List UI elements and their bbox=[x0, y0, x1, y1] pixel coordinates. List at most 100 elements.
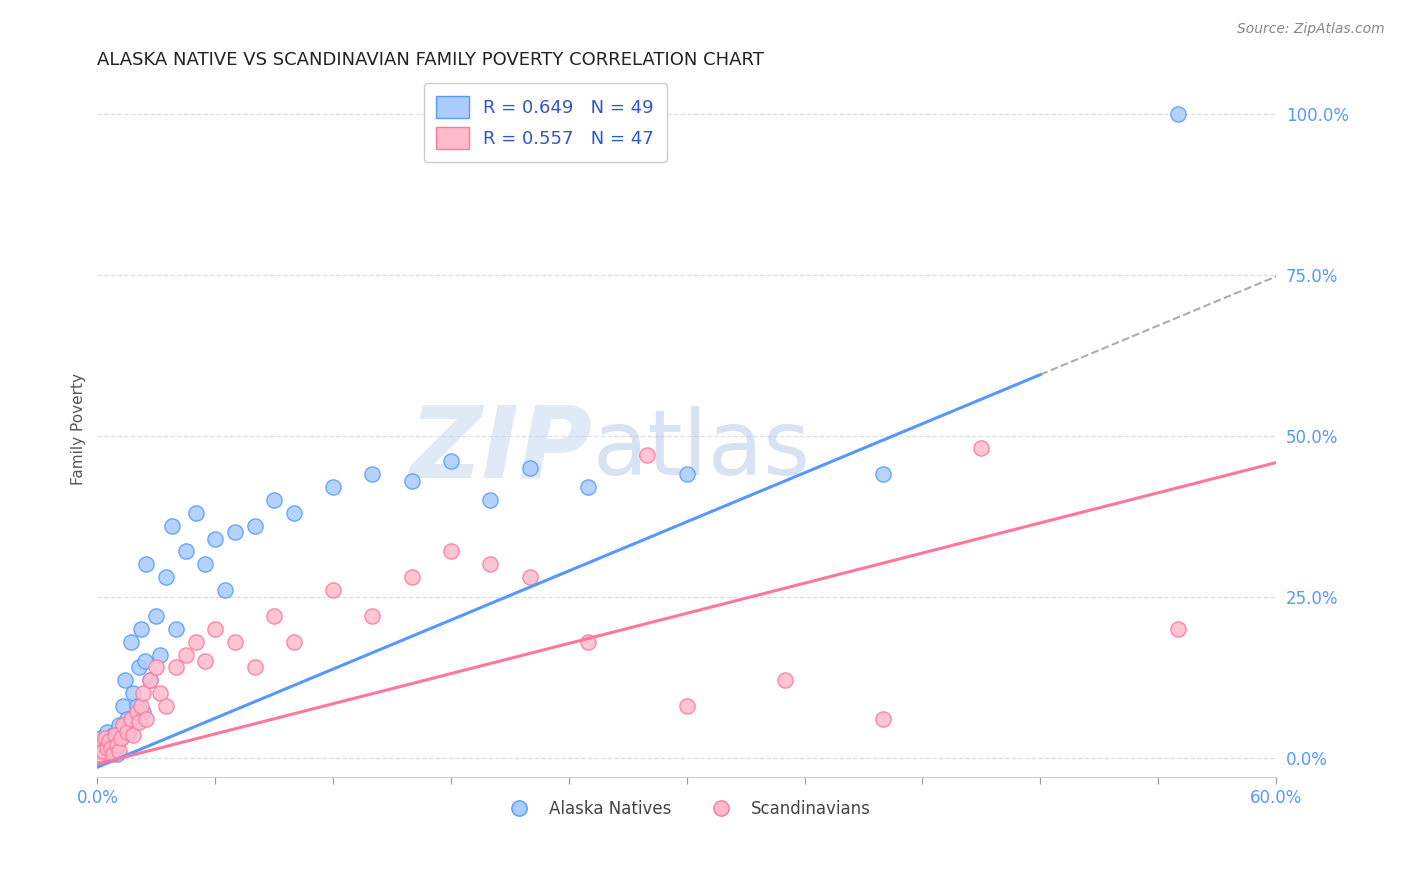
Point bbox=[440, 454, 463, 468]
Point bbox=[89, 747, 111, 762]
Point bbox=[263, 608, 285, 623]
Point bbox=[155, 570, 177, 584]
Point bbox=[111, 699, 134, 714]
Point bbox=[773, 673, 796, 688]
Point bbox=[121, 686, 143, 700]
Point bbox=[174, 544, 197, 558]
Point bbox=[90, 738, 112, 752]
Point bbox=[872, 712, 894, 726]
Point bbox=[111, 718, 134, 732]
Point bbox=[361, 608, 384, 623]
Point bbox=[91, 738, 114, 752]
Point bbox=[322, 583, 344, 598]
Legend: Alaska Natives, Scandinavians: Alaska Natives, Scandinavians bbox=[495, 793, 877, 824]
Point bbox=[118, 724, 141, 739]
Point bbox=[479, 558, 502, 572]
Text: ZIP: ZIP bbox=[409, 401, 592, 499]
Point bbox=[101, 728, 124, 742]
Y-axis label: Family Poverty: Family Poverty bbox=[72, 373, 86, 485]
Point bbox=[131, 686, 153, 700]
Text: ALASKA NATIVE VS SCANDINAVIAN FAMILY POVERTY CORRELATION CHART: ALASKA NATIVE VS SCANDINAVIAN FAMILY POV… bbox=[97, 51, 765, 69]
Point bbox=[110, 731, 132, 746]
Point bbox=[283, 506, 305, 520]
Point bbox=[94, 731, 117, 746]
Point bbox=[440, 544, 463, 558]
Point bbox=[115, 712, 138, 726]
Point bbox=[125, 699, 148, 714]
Point bbox=[155, 699, 177, 714]
Point bbox=[128, 715, 150, 730]
Point bbox=[401, 570, 423, 584]
Point bbox=[101, 747, 124, 762]
Point bbox=[361, 467, 384, 482]
Point bbox=[214, 583, 236, 598]
Point bbox=[110, 731, 132, 746]
Point bbox=[100, 744, 122, 758]
Point bbox=[519, 570, 541, 584]
Point bbox=[96, 724, 118, 739]
Point bbox=[872, 467, 894, 482]
Point bbox=[115, 724, 138, 739]
Point bbox=[121, 728, 143, 742]
Point bbox=[160, 518, 183, 533]
Point bbox=[519, 460, 541, 475]
Point bbox=[104, 728, 127, 742]
Point bbox=[108, 744, 131, 758]
Point bbox=[94, 740, 117, 755]
Point bbox=[970, 442, 993, 456]
Point bbox=[135, 558, 157, 572]
Point bbox=[174, 648, 197, 662]
Point bbox=[194, 654, 217, 668]
Point bbox=[149, 686, 172, 700]
Point bbox=[479, 492, 502, 507]
Text: Source: ZipAtlas.com: Source: ZipAtlas.com bbox=[1237, 22, 1385, 37]
Point bbox=[675, 699, 697, 714]
Point bbox=[224, 525, 246, 540]
Point bbox=[145, 608, 167, 623]
Point bbox=[165, 660, 187, 674]
Point bbox=[194, 558, 217, 572]
Point bbox=[145, 660, 167, 674]
Point bbox=[100, 740, 122, 755]
Point bbox=[89, 744, 111, 758]
Point bbox=[125, 706, 148, 720]
Point bbox=[184, 506, 207, 520]
Point bbox=[108, 718, 131, 732]
Point bbox=[243, 660, 266, 674]
Point bbox=[98, 734, 121, 748]
Point bbox=[134, 654, 156, 668]
Point bbox=[401, 474, 423, 488]
Point bbox=[91, 744, 114, 758]
Point bbox=[263, 492, 285, 507]
Point bbox=[114, 673, 136, 688]
Point bbox=[578, 634, 600, 648]
Point bbox=[129, 699, 152, 714]
Point bbox=[283, 634, 305, 648]
Point bbox=[1167, 106, 1189, 120]
Point bbox=[120, 712, 142, 726]
Point bbox=[1167, 622, 1189, 636]
Point bbox=[675, 467, 697, 482]
Point bbox=[105, 738, 128, 752]
Point bbox=[120, 634, 142, 648]
Text: atlas: atlas bbox=[592, 406, 810, 494]
Point bbox=[128, 660, 150, 674]
Point bbox=[131, 706, 153, 720]
Point bbox=[224, 634, 246, 648]
Point bbox=[90, 731, 112, 746]
Point bbox=[204, 622, 226, 636]
Point bbox=[96, 740, 118, 755]
Point bbox=[105, 747, 128, 762]
Point bbox=[165, 622, 187, 636]
Point bbox=[98, 734, 121, 748]
Point bbox=[636, 448, 658, 462]
Point bbox=[139, 673, 162, 688]
Point bbox=[322, 480, 344, 494]
Point bbox=[243, 518, 266, 533]
Point bbox=[204, 532, 226, 546]
Point bbox=[129, 622, 152, 636]
Point bbox=[135, 712, 157, 726]
Point bbox=[104, 738, 127, 752]
Point bbox=[139, 673, 162, 688]
Point bbox=[578, 480, 600, 494]
